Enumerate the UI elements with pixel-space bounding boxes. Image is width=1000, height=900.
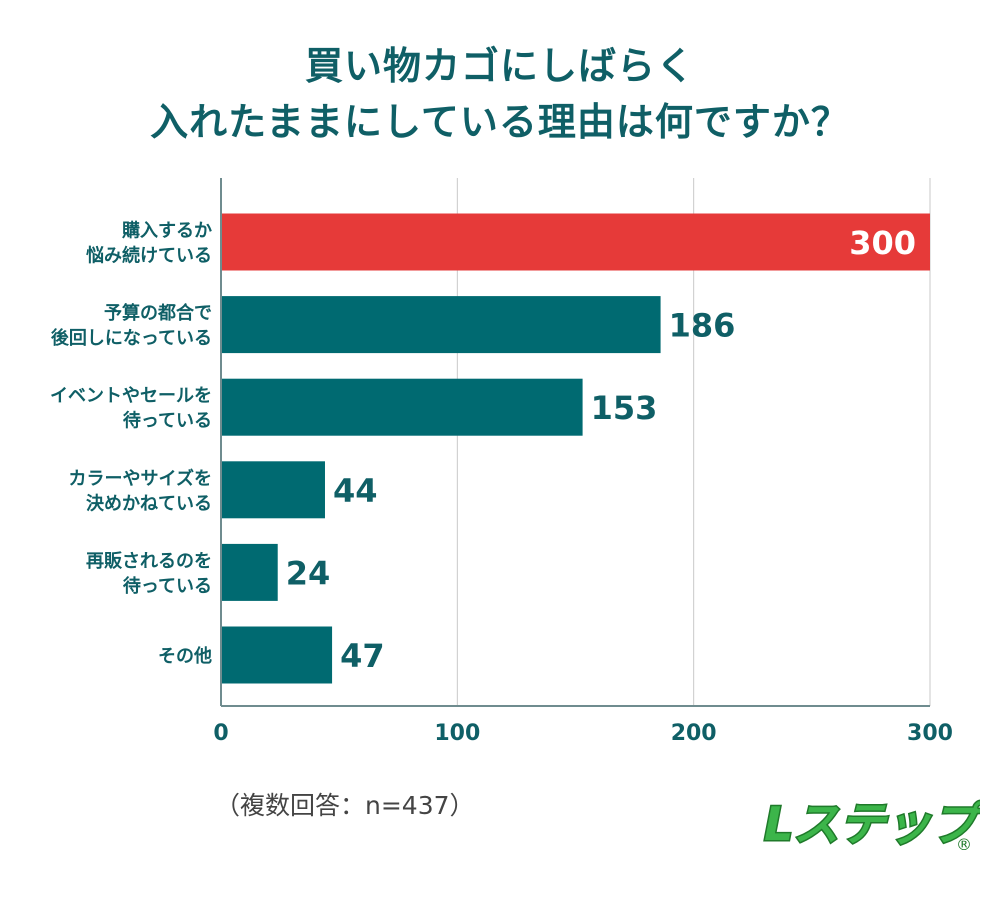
category-label-1-0: 予算の都合で xyxy=(104,302,212,324)
bar-2 xyxy=(221,378,583,436)
value-label-0: 300 xyxy=(849,224,916,262)
bar-4 xyxy=(221,543,278,601)
category-label-0-1: 悩み続けている xyxy=(86,245,212,267)
bar-3 xyxy=(221,461,325,519)
value-label-2: 153 xyxy=(591,389,658,427)
x-tick-label-200: 200 xyxy=(671,721,717,746)
x-tick-label-0: 0 xyxy=(213,721,228,746)
category-label-3-1: 決めかねている xyxy=(86,492,212,514)
x-tick-label-100: 100 xyxy=(434,721,480,746)
value-label-4: 24 xyxy=(286,554,331,592)
chart-title-line-1: 買い物カゴにしばらく xyxy=(304,44,695,88)
category-label-4-1: 待っている xyxy=(123,575,212,597)
x-tick-label-300: 300 xyxy=(907,721,953,746)
bar-0 xyxy=(221,213,930,271)
category-label-2-1: 待っている xyxy=(123,410,212,432)
category-label-2-0: イベントやセールを xyxy=(50,386,212,407)
logo-registered-mark: ® xyxy=(956,835,972,854)
chart-title-line-2: 入れたままにしている理由は何ですか？ xyxy=(150,100,850,144)
bar-1 xyxy=(221,296,661,354)
logo-text: Lステップ xyxy=(764,797,980,851)
category-label-0-0: 購入するか xyxy=(121,220,212,242)
category-label-4-0: 再販されるのを xyxy=(86,551,212,572)
value-label-5: 47 xyxy=(340,637,385,675)
value-label-3: 44 xyxy=(333,472,378,510)
category-label-3-0: カラーやサイズを xyxy=(69,467,212,489)
footnote: （複数回答：n=437） xyxy=(215,791,475,820)
category-label-5-0: その他 xyxy=(158,645,212,667)
chart-title: 買い物カゴにしばらく 入れたままにしている理由は何ですか？ xyxy=(0,38,1000,150)
bar-5 xyxy=(221,626,333,684)
lstep-logo-icon: Lステップ ® xyxy=(763,796,981,855)
category-label-1-1: 後回しになっている xyxy=(51,327,212,349)
value-label-1: 186 xyxy=(669,307,736,345)
